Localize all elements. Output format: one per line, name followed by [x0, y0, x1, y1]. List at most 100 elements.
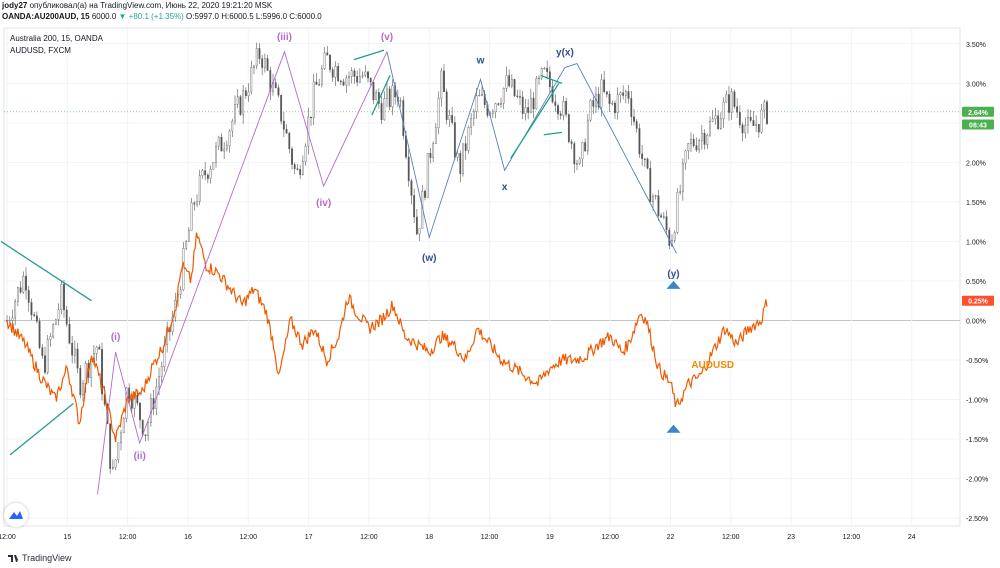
candle-body [41, 347, 44, 356]
candle-body [766, 101, 768, 124]
tradingview-badge[interactable] [4, 503, 28, 527]
candle-body [190, 202, 193, 231]
wave-label: w [476, 56, 485, 67]
candle-body [329, 54, 331, 70]
candle-body [179, 289, 182, 295]
candle-body [546, 67, 549, 72]
candle-body [285, 129, 288, 134]
wave-line [386, 51, 677, 254]
candle-body [247, 91, 250, 97]
candle-body [554, 101, 557, 106]
candle-body [451, 115, 454, 123]
candle-body [73, 348, 76, 356]
candle-body [673, 232, 676, 241]
candle-body [681, 162, 684, 192]
candle-body [263, 58, 266, 68]
candle-body [220, 136, 223, 152]
y-tick-label: 3.00% [966, 81, 986, 88]
close-value: C:6000.0 [289, 12, 322, 21]
candle-body [356, 76, 359, 83]
candle-body [570, 141, 573, 144]
price-badge [962, 295, 994, 306]
candle-body [82, 383, 84, 396]
candle-body [348, 76, 350, 79]
candles-group [6, 42, 768, 474]
candle-body [589, 100, 592, 121]
candle-body [280, 94, 283, 122]
candle-body [581, 142, 584, 160]
candle-body [204, 170, 207, 176]
candle-body [573, 143, 576, 165]
x-tick-label: 12:00 [360, 534, 378, 541]
candle-body [654, 195, 657, 197]
candle-body [101, 349, 103, 395]
candle-body [402, 100, 405, 136]
candle-body [339, 80, 342, 83]
candle-body [709, 121, 711, 136]
candle-body [527, 107, 530, 113]
candle-body [358, 76, 361, 83]
candle-body [565, 101, 568, 115]
candle-body [505, 75, 508, 89]
publish-header: jody27 опубликовал(а) на TradingView.com… [0, 0, 1000, 12]
candle-body [700, 132, 703, 141]
candle-body [717, 115, 720, 130]
candle-body [407, 156, 410, 182]
candle-body [649, 168, 652, 203]
y-tick-label: 3.50% [966, 42, 986, 49]
candle-body [657, 195, 660, 216]
candle-body [291, 148, 293, 165]
candle-body [619, 92, 622, 95]
candle-body [266, 58, 269, 71]
candle-body [19, 287, 22, 293]
wave-label: y(x) [556, 48, 574, 59]
candle-body [443, 70, 445, 92]
candle-body [22, 275, 25, 293]
candle-body [521, 96, 524, 114]
x-tick-label: 12:00 [601, 534, 619, 541]
y-tick-label: -2.50% [966, 516, 988, 523]
candle-body [426, 153, 429, 198]
trend-line [371, 75, 391, 116]
candle-body [635, 121, 638, 129]
candle-body [277, 87, 280, 96]
candle-body [728, 94, 730, 113]
candle-body [215, 146, 217, 163]
candle-body [576, 163, 578, 165]
candle-body [434, 127, 437, 144]
tradingview-logo-icon [9, 511, 23, 519]
candle-body [559, 113, 562, 116]
candle-body [462, 143, 464, 174]
footer-brand[interactable]: TradingView [22, 553, 72, 563]
candle-body [111, 467, 114, 469]
candle-body [79, 367, 82, 396]
candle-body [334, 66, 337, 78]
candle-body [448, 115, 451, 120]
legend-compare-series[interactable]: AUDUSD, FXCM [10, 46, 71, 55]
candle-body [749, 116, 752, 121]
candle-body [597, 93, 600, 108]
chart-canvas[interactable]: 3.50%3.00%2.50%2.00%1.50%1.00%0.50%0.00%… [0, 0, 1000, 548]
candle-body [478, 94, 481, 97]
candle-body [244, 90, 247, 97]
candle-body [508, 75, 511, 87]
candle-body [440, 70, 443, 99]
x-tick-label: 16 [184, 534, 192, 541]
candle-body [212, 162, 215, 170]
candle-body [288, 133, 291, 150]
candle-body [68, 324, 71, 344]
candle-body [320, 68, 323, 85]
candle-body [524, 107, 527, 114]
x-tick-label: 24 [908, 534, 916, 541]
candle-body [38, 321, 41, 348]
candle-body [364, 71, 367, 76]
candle-body [757, 124, 760, 133]
author-name[interactable]: jody27 [2, 1, 28, 10]
candle-body [258, 48, 261, 59]
candle-body [413, 195, 416, 218]
candle-body [616, 94, 619, 113]
candle-body [679, 191, 682, 193]
legend-main-series[interactable]: Australia 200, 15, OANDA [10, 34, 103, 43]
trend-line [353, 49, 385, 61]
candle-body [228, 130, 231, 146]
